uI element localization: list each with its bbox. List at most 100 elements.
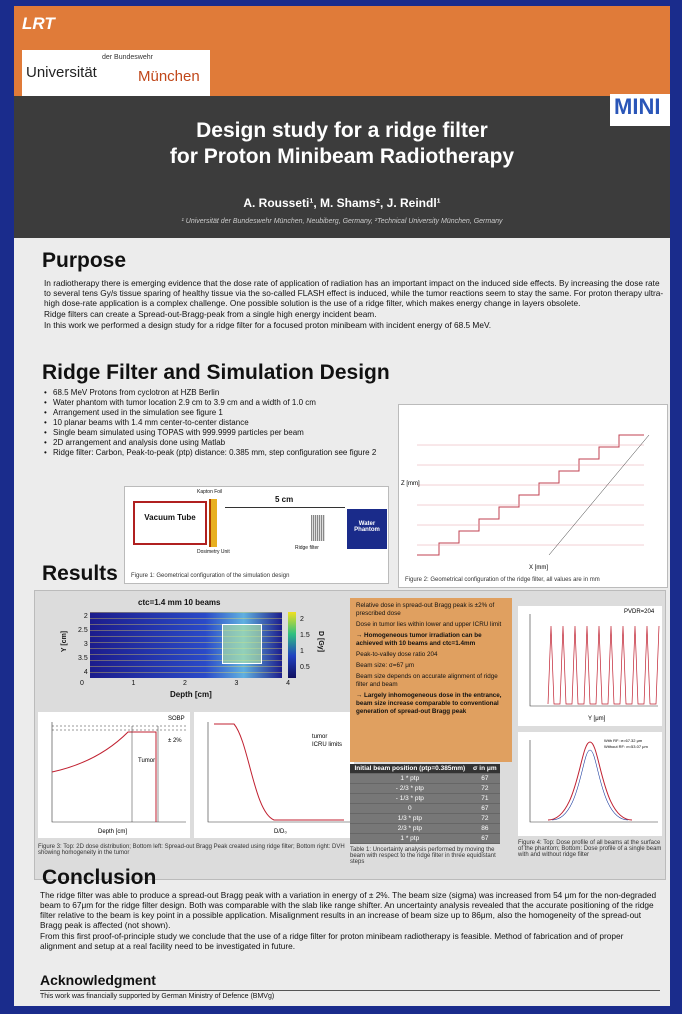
label: Tumor <box>138 758 155 764</box>
university-top: der Bundeswehr <box>102 54 153 61</box>
dvh-plot: tumor ICRU limits D/D₀ <box>194 712 354 838</box>
poster: LRT der Bundeswehr Universität München M… <box>14 6 670 1006</box>
table-cell: - 1/3 * ptp <box>350 794 470 804</box>
legend: ICRU limits <box>312 742 342 748</box>
caption: Figure 2: Geometrical configuration of t… <box>405 577 600 583</box>
limits <box>52 726 186 730</box>
colorbar-tick: 0.5 <box>300 660 310 676</box>
legend: Without RF: σ=53.07 μm <box>604 744 648 749</box>
table-row: 1 * ptp67 <box>350 834 500 844</box>
table-cell: - 2/3 * ptp <box>350 784 470 794</box>
ridge-shape <box>311 515 325 541</box>
profile-curve <box>548 626 659 704</box>
conclusion-text: The ridge filter was able to produce a s… <box>40 890 660 952</box>
bullet: 68.5 MeV Protons from cyclotron at HZB B… <box>44 388 394 398</box>
dvh-svg: tumor ICRU limits D/D₀ <box>194 712 354 838</box>
caption: Figure 3: Top: 2D dose distribution; Bot… <box>38 844 358 856</box>
axes <box>530 740 658 822</box>
table-cell: 0 <box>350 804 470 814</box>
caption: Figure 4: Top: Dose profile of all beams… <box>518 840 664 858</box>
label: Ridge filter <box>295 545 319 551</box>
paragraph: In this work we performed a design study… <box>44 320 664 330</box>
single-beam-plot: With RF: σ=67.32 μm Without RF: σ=53.07 … <box>518 732 662 836</box>
finding: Beam size depends on accurate alignment … <box>356 673 506 689</box>
bullet-list: 68.5 MeV Protons from cyclotron at HZB B… <box>44 388 394 458</box>
without-rf <box>552 750 628 820</box>
findings-box: Relative dose in spread-out Bragg peak i… <box>350 598 512 762</box>
sobp-svg: Tumor SOBP ± 2% Depth [cm] <box>38 712 190 838</box>
paragraph: In radiotherapy there is emerging eviden… <box>44 278 664 308</box>
bullet: Water phantom with tumor location 2.9 cm… <box>44 398 394 408</box>
heatmap <box>90 612 282 678</box>
section-heading: Results <box>42 562 118 586</box>
tumor-bounds <box>132 726 158 822</box>
bullet: 2D arrangement and analysis done using M… <box>44 438 394 448</box>
bullet: Single beam simulated using TOPAS with 9… <box>44 428 394 438</box>
legend: With RF: σ=67.32 μm <box>604 738 643 743</box>
finding: Peak-to-valley dose ratio 204 <box>356 651 506 659</box>
table-cell: 72 <box>470 784 500 794</box>
city: München <box>138 68 200 85</box>
acknowledgment-text: This work was financially supported by G… <box>40 990 660 1000</box>
title-line: Design study for a ridge filter <box>14 118 670 144</box>
paragraph: Ridge filters can create a Spread-out-Br… <box>44 309 664 319</box>
authors: A. Rousseti¹, M. Shams², J. Reindl¹ <box>14 196 670 210</box>
title: Design study for a ridge filter for Prot… <box>14 118 670 170</box>
finding: → Largely inhomogeneous dose in the entr… <box>356 692 506 716</box>
finding: Relative dose in spread-out Bragg peak i… <box>356 602 506 618</box>
x-tick-label: 3 <box>235 680 239 687</box>
university-logo: der Bundeswehr Universität München <box>22 50 210 98</box>
bullet: Arrangement used in the simulation see f… <box>44 408 394 418</box>
table-cell: 67 <box>470 774 500 784</box>
caption: Figure 1: Geometrical configuration of t… <box>131 573 289 579</box>
table-cell: 1/3 * ptp <box>350 814 470 824</box>
y-tick-label: 2 <box>78 610 88 624</box>
single-beam-svg: With RF: σ=67.32 μm Without RF: σ=53.07 … <box>518 732 662 836</box>
section-heading: Ridge Filter and Simulation Design <box>42 361 390 385</box>
table-header: σ in μm <box>470 764 500 774</box>
legend: ± 2% <box>168 738 182 744</box>
y-tick-label: 3 <box>78 638 88 652</box>
legend: PVDR=204 <box>624 609 655 615</box>
axes <box>208 722 350 822</box>
figure-1: Vacuum Tube Kapton Foil Dosimetry Unit 5… <box>124 486 389 584</box>
tumor-box <box>222 624 262 664</box>
colorbar-label: D [Gy] <box>317 631 324 652</box>
plot-title: ctc=1.4 mm 10 beams <box>138 598 221 607</box>
colorbar <box>288 612 296 678</box>
table-cell: 67 <box>470 834 500 844</box>
x-tick-label: 1 <box>132 680 136 687</box>
x-tick-label: 4 <box>286 680 290 687</box>
table-row: 1/3 * ptp72 <box>350 814 500 824</box>
bullet: Ridge filter: Carbon, Peak-to-peak (ptp)… <box>44 448 394 458</box>
table: Initial beam position (ptp=0.385mm)σ in … <box>350 764 500 844</box>
table-cell: 72 <box>470 814 500 824</box>
axis-label: Z [mm] <box>401 481 420 487</box>
legend: tumor <box>312 734 327 740</box>
sobp-plot: Tumor SOBP ± 2% Depth [cm] <box>38 712 190 838</box>
profile-svg: PVDR=204 Y [μm] <box>518 606 662 726</box>
with-rf <box>548 742 632 820</box>
y-tick-label: 3.5 <box>78 652 88 666</box>
x-tick-label: 2 <box>183 680 187 687</box>
axis-label: X [mm] <box>529 565 548 571</box>
ridge-steps: X [mm] Z [mm] <box>399 405 667 573</box>
page: LRT der Bundeswehr Universität München M… <box>0 0 682 1014</box>
paragraph: From this first proof-of-principle study… <box>40 931 660 951</box>
x-label: D/D₀ <box>274 829 287 835</box>
y-label: Y [cm] <box>61 631 68 652</box>
y-tick-label: 4 <box>78 666 88 680</box>
water-phantom: Water Phantom <box>347 509 387 549</box>
vacuum-tube: Vacuum Tube <box>133 501 207 545</box>
arrow <box>225 507 345 508</box>
finding: → Homogeneous tumor irradiation can be a… <box>356 632 506 648</box>
section-heading: Acknowledgment <box>40 972 156 988</box>
purpose-text: In radiotherapy there is emerging eviden… <box>44 278 664 331</box>
colorbar-tick: 1 <box>300 644 310 660</box>
caption: Table 1: Uncertainty analysis performed … <box>350 847 500 865</box>
